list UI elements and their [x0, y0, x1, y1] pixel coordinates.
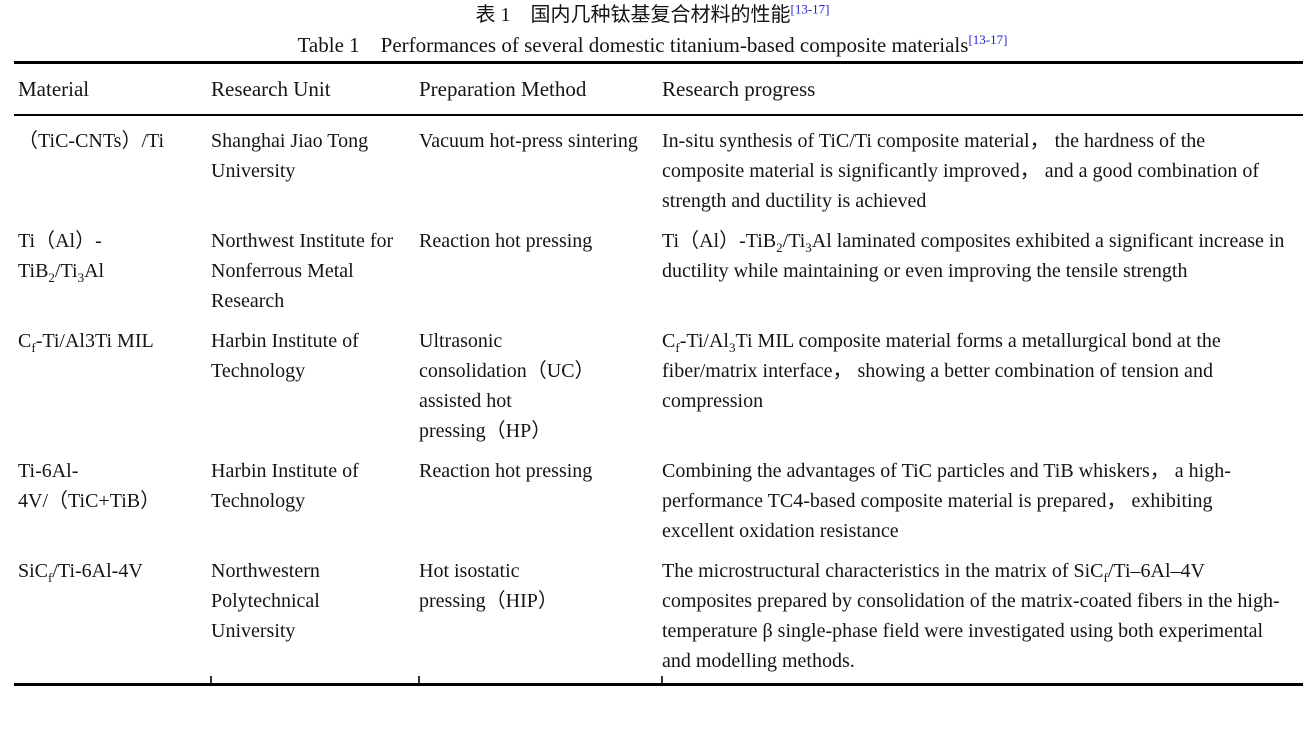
cell-research-progress: Combining the advantages of TiC particle… — [662, 460, 1231, 542]
cell-preparation-method: Reaction hot pressing — [419, 230, 593, 252]
citation-ref-en[interactable]: [13-17] — [968, 32, 1008, 47]
cell-research-progress: The microstructural characteristics in t… — [662, 560, 1280, 672]
table-caption-block: 表 1 国内几种钛基复合材料的性能[13-17] Table 1 Perform… — [0, 0, 1305, 61]
cell-research-progress: Ti（Al）-TiB2/Ti3Al laminated composites e… — [662, 230, 1285, 282]
cell-material: Ti-6Al- 4V/（TiC+TiB） — [18, 460, 161, 512]
cell-research-unit: Northwestern Polytechnical University — [211, 560, 320, 642]
header-research-progress: Research progress — [662, 62, 1303, 116]
column-divider-tick — [210, 676, 419, 686]
cell-research-unit: Northwest Institute for Nonferrous Metal… — [211, 230, 394, 312]
table-row: SiCf/Ti-6Al-4V Northwestern Polytechnica… — [14, 546, 1303, 676]
cell-research-unit: Shanghai Jiao Tong University — [211, 130, 369, 182]
caption-en-text: Table 1 Performances of several domestic… — [297, 33, 969, 57]
table-row: Ti-6Al- 4V/（TiC+TiB） Harbin Institute of … — [14, 446, 1303, 546]
header-research-unit: Research Unit — [211, 62, 419, 116]
column-divider-tick — [661, 676, 1303, 686]
cell-material: （TiC-CNTs）/Ti — [18, 130, 165, 152]
caption-zh-text: 表 1 国内几种钛基复合材料的性能 — [475, 4, 791, 26]
cell-research-progress: In-situ synthesis of TiC/Ti composite ma… — [662, 130, 1260, 212]
table-caption-zh: 表 1 国内几种钛基复合材料的性能[13-17] — [0, 2, 1305, 29]
citation-ref-zh[interactable]: [13-17] — [790, 1, 830, 17]
cell-material: SiCf/Ti-6Al-4V — [18, 560, 143, 585]
cell-research-unit: Harbin Institute of Technology — [211, 330, 359, 382]
header-material: Material — [14, 62, 211, 116]
cell-preparation-method: Hot isostatic pressing（HIP） — [419, 560, 558, 612]
header-preparation-method: Preparation Method — [419, 62, 662, 116]
bottom-rule-segment — [14, 676, 211, 686]
cell-preparation-method: Reaction hot pressing — [419, 460, 593, 482]
cell-research-unit: Harbin Institute of Technology — [211, 460, 359, 512]
cell-preparation-method: Ultrasonic consolidation（UC） assisted hot p… — [419, 330, 595, 442]
table-header: Material Research Unit Preparation Metho… — [14, 62, 1303, 116]
table-row: （TiC-CNTs）/Ti Shanghai Jiao Tong Univers… — [14, 115, 1303, 216]
cell-material: Cf-Ti/Al3Ti MIL — [18, 330, 154, 355]
bottom-rule-ticks — [14, 676, 1303, 686]
table-row: Cf-Ti/Al3Ti MIL Harbin Institute of Tech… — [14, 316, 1303, 446]
materials-table: Material Research Unit Preparation Metho… — [14, 61, 1303, 686]
table-row: Ti（Al）- TiB2/Ti3Al Northwest Institute fo… — [14, 216, 1303, 316]
table-body: （TiC-CNTs）/Ti Shanghai Jiao Tong Univers… — [14, 115, 1303, 686]
cell-material: Ti（Al）- TiB2/Ti3Al — [18, 230, 105, 285]
cell-research-progress: Cf-Ti/Al3Ti MIL composite material forms… — [662, 330, 1221, 412]
cell-preparation-method: Vacuum hot-press sintering — [419, 130, 638, 152]
column-divider-tick — [418, 676, 662, 686]
header-row: Material Research Unit Preparation Metho… — [14, 62, 1303, 116]
table-caption-en: Table 1 Performances of several domestic… — [0, 29, 1305, 61]
